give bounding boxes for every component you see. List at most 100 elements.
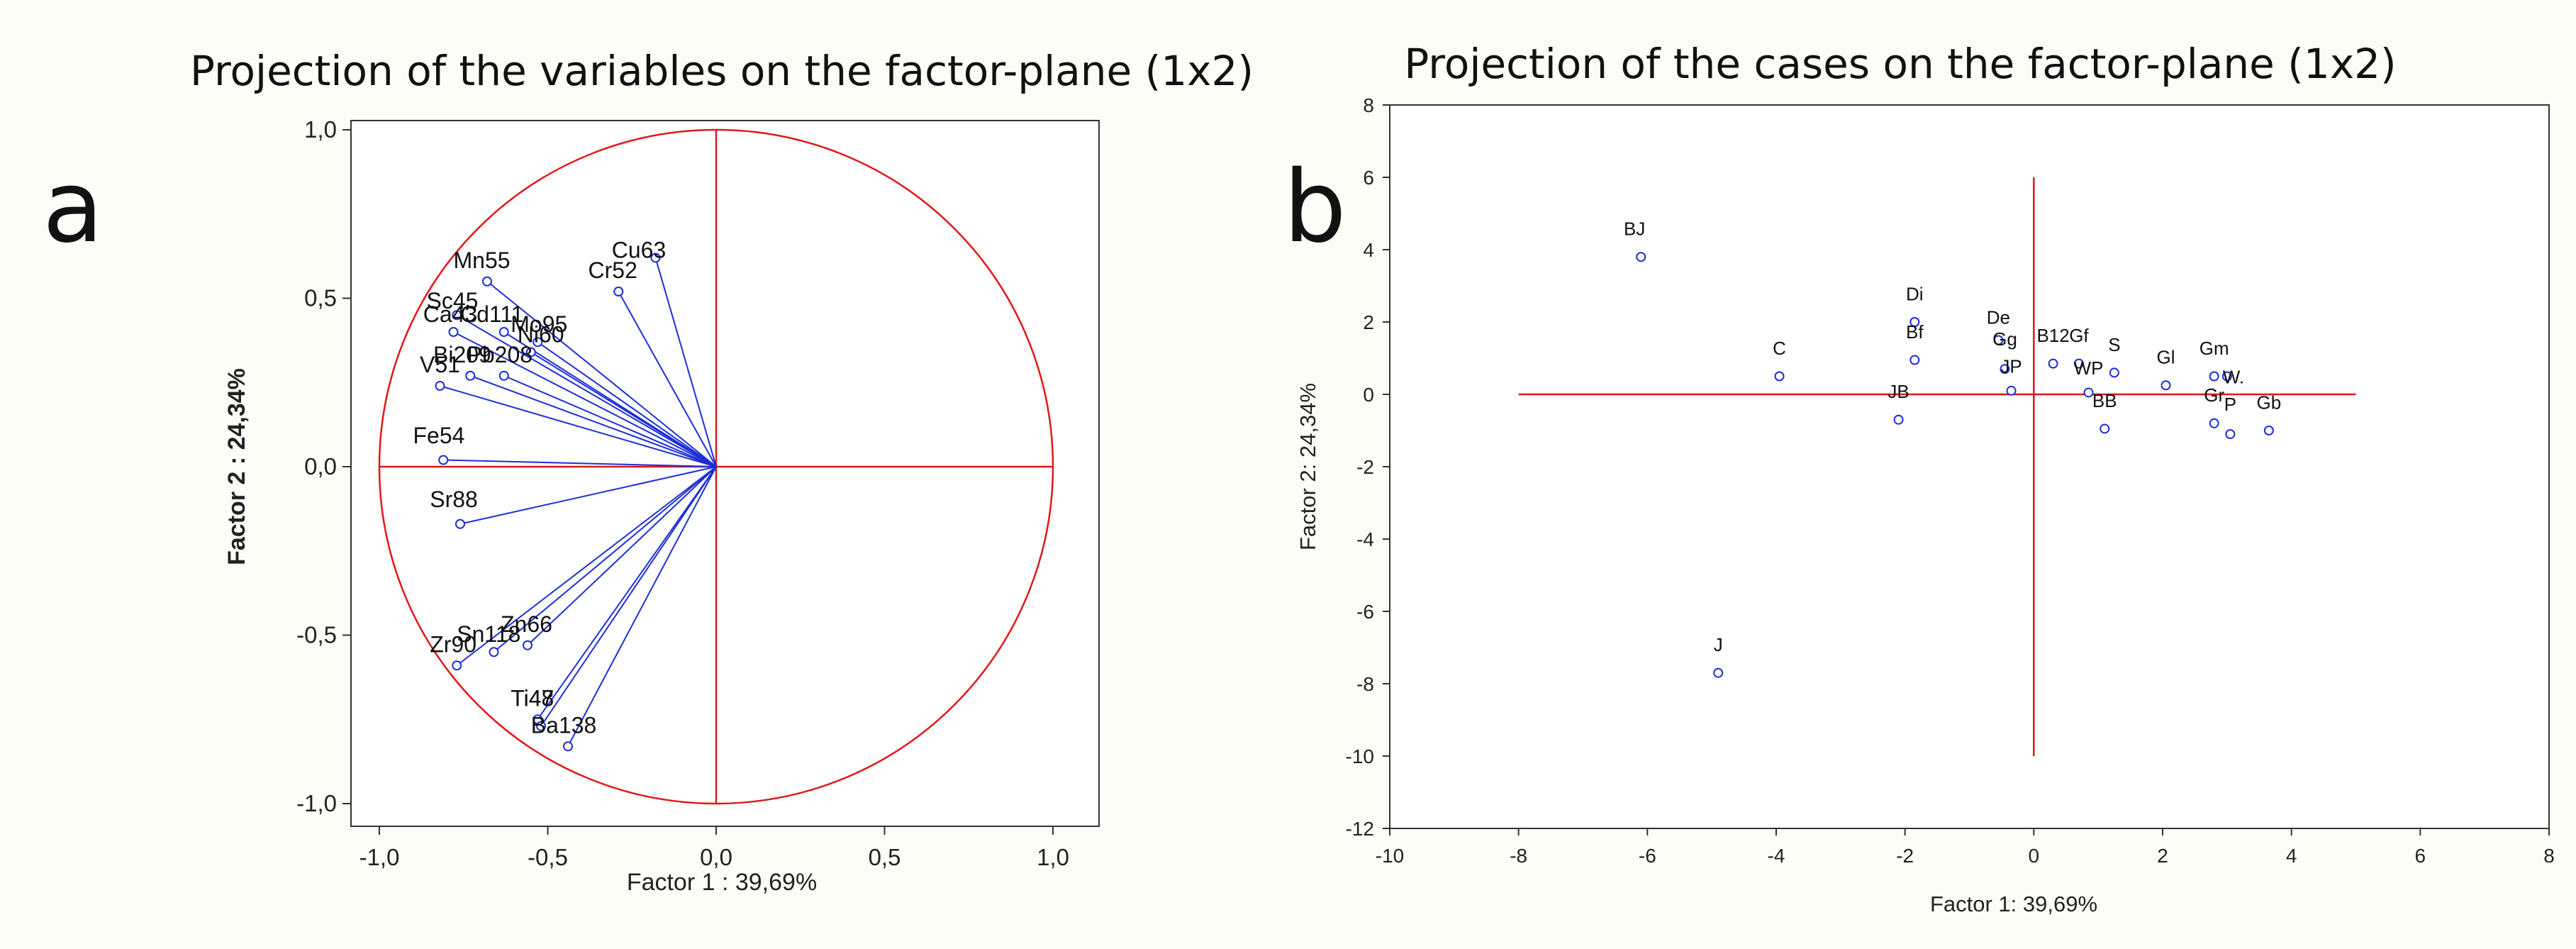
vector-point-fe54: [438, 455, 449, 465]
case-label-s: S: [2108, 334, 2120, 355]
chart-a-x-tick-label: -1,0: [359, 844, 400, 870]
vector-ni60: [530, 351, 717, 467]
chart-a-x-tick-label: 1,0: [1037, 844, 1069, 870]
chart-b-y-tick-label: -10: [1346, 745, 1374, 767]
chart-a-y-tick-label: 0,0: [304, 453, 337, 479]
chart-b-y-tick-label: -4: [1356, 528, 1374, 550]
case-label-gr: Gr: [2204, 384, 2224, 406]
chart-a-vectors: [435, 252, 717, 752]
vector-point-ba138: [563, 741, 573, 752]
case-point-jb: [1893, 414, 1904, 425]
chart-a-y-tick-label: -1,0: [296, 790, 337, 816]
vector-label-cr52: Cr52: [589, 257, 637, 283]
vector-label-ti48: Ti48: [511, 685, 554, 711]
chart-b-plot-area: [1389, 104, 2550, 829]
case-point-gb: [2263, 426, 2274, 435]
chart-b-title: Projection of the cases on the factor-pl…: [1404, 40, 2396, 88]
case-point-j: [1713, 667, 1724, 678]
case-point-bf: [1909, 355, 1920, 365]
vector-point-zr90: [452, 660, 462, 671]
chart-b-y-tick-label: 0: [1363, 384, 1374, 406]
vector-point-ti48: [536, 721, 546, 731]
chart-b-x-tick-label: 6: [2415, 845, 2426, 867]
case-label-p: P: [2224, 394, 2236, 415]
vector-v51: [440, 385, 717, 467]
chart-b-y-tick-label: 4: [1363, 239, 1374, 261]
vector-mn55: [486, 280, 717, 467]
case-point-p: [2225, 429, 2236, 440]
vector-fe54: [443, 459, 717, 467]
chart-a-ticks: -1,0 -0,5 0,0 0,5 1,0 -1,0 -0,5 0,0 0,5 1,0: [296, 116, 1069, 870]
case-label-wp: WP: [2074, 357, 2104, 379]
panel-letter-b: b: [1283, 150, 1346, 265]
chart-b-y-tick-label: -6: [1356, 601, 1374, 623]
chart-a-x-axis-label: Factor 1 : 39,69%: [627, 869, 817, 896]
panel-letter-a: a: [43, 150, 104, 265]
vector-point-mn55: [482, 276, 492, 287]
vector-label-pb208: Pb208: [467, 342, 533, 367]
chart-a-y-tick-label: 0,5: [304, 285, 337, 311]
chart-b-reference: [1518, 177, 2356, 756]
vector-point-cu63: [650, 252, 661, 263]
chart-a-y-tick-label: -0,5: [296, 622, 337, 648]
case-label-jp: JP: [2000, 355, 2022, 377]
chart-b-points: [1636, 252, 2274, 678]
vector-label-ba138: Ba138: [531, 712, 597, 738]
case-label-j: J: [1714, 634, 1723, 655]
vector-label-cu63: Cu63: [612, 238, 667, 263]
case-label-gl: Gl: [2157, 347, 2175, 368]
case-label-de: De: [1987, 307, 2010, 328]
vector-point-bi209: [465, 370, 476, 381]
case-point-w: [2221, 371, 2232, 382]
vector-label-mo95: Mo95: [511, 311, 567, 337]
case-point-di: [1909, 317, 1920, 327]
case-point-jp: [2006, 385, 2017, 396]
vector-cr52: [618, 291, 717, 467]
chart-b-y-axis-label: Factor 2: 24,34%: [1295, 383, 1320, 550]
vector-point-pb208: [498, 370, 509, 381]
case-point-c: [1774, 371, 1785, 382]
chart-a-x-tick-label: 0,5: [869, 844, 901, 870]
chart-b-x-tick-label: -4: [1768, 845, 1785, 867]
vector-label-ni60: Ni60: [518, 321, 564, 347]
vector-label-sr88: Sr88: [430, 487, 478, 512]
vector-zr90: [456, 466, 717, 667]
vector-cu63: [654, 257, 717, 467]
chart-b-x-tick-label: -2: [1896, 845, 1914, 867]
vector-point-sr88: [455, 518, 465, 529]
case-label-w: W.: [2223, 367, 2244, 388]
vector-label-ti47: Ti47: [511, 685, 554, 711]
vector-ti47: [537, 466, 717, 720]
vector-point-zn66: [523, 640, 533, 650]
vector-mo95: [537, 341, 717, 467]
case-label-c: C: [1773, 338, 1786, 359]
vector-ti48: [540, 466, 717, 727]
case-point-gf: [2073, 358, 2084, 369]
case-point-gg: [2000, 364, 2010, 374]
vector-label-ca43: Ca43: [423, 301, 478, 327]
case-label-bj: BJ: [1624, 218, 1645, 240]
case-point-gm: [2209, 371, 2219, 382]
case-label-gg: Gg: [1992, 328, 2017, 350]
vector-point-cr52: [613, 287, 624, 296]
vector-label-sc45: Sc45: [427, 288, 479, 313]
vector-label-cd111: Cd111: [460, 301, 524, 327]
case-point-gl: [2160, 380, 2171, 391]
chart-b-x-tick-label: -10: [1376, 845, 1404, 867]
vector-ba138: [567, 466, 717, 747]
vector-point-cd111: [498, 327, 509, 337]
chart-b-x-tick-label: -6: [1639, 845, 1656, 867]
case-label-gm: Gm: [2199, 338, 2229, 359]
vector-label-zr90: Zr90: [430, 631, 476, 657]
case-point-gr: [2209, 418, 2219, 428]
vector-label-v51: V51: [420, 352, 460, 377]
case-label-gf: Gf: [2069, 325, 2089, 346]
case-label-gb: Gb: [2257, 392, 2282, 413]
case-label-di: Di: [1906, 283, 1924, 304]
chart-a-y-axis-label: Factor 2 : 24,34%: [223, 368, 250, 565]
vector-label-mn55: Mn55: [454, 248, 511, 273]
case-label-bb: BB: [2092, 390, 2117, 411]
